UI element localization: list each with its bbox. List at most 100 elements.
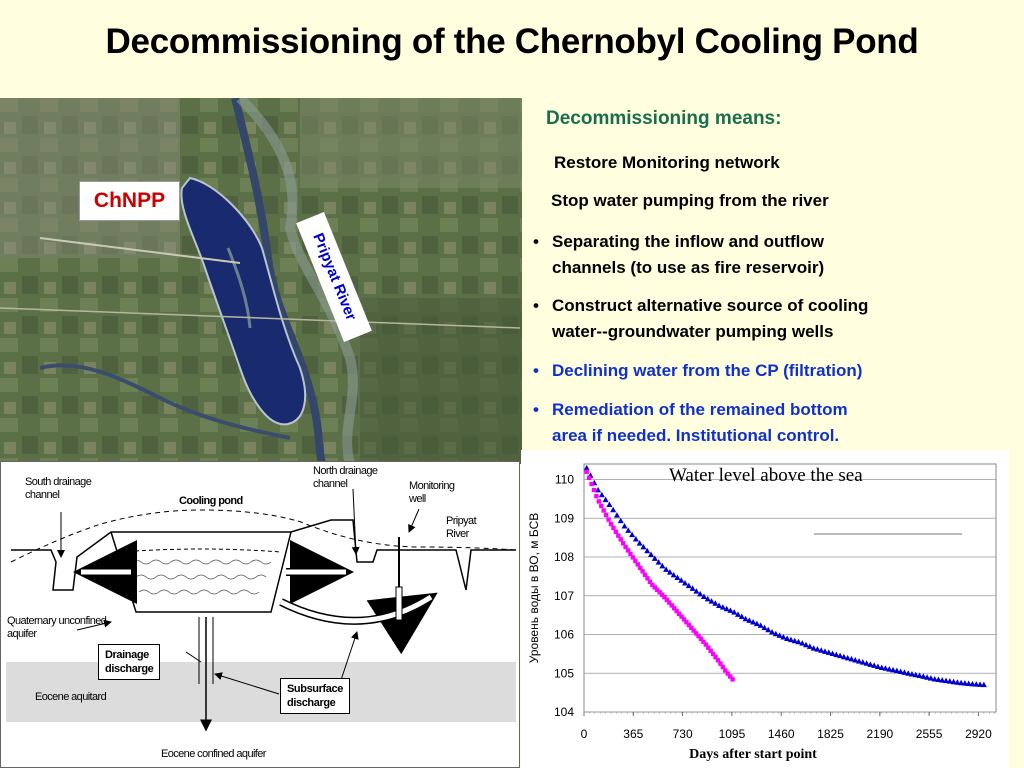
data-point-square [686,622,692,628]
means-item-declining: • Declining water from the CP (filtratio… [533,361,863,380]
data-point-triangle [852,656,859,663]
data-point-square [630,555,636,560]
data-point-square [657,590,662,595]
data-point-square [659,592,665,597]
quaternary-aquifer-label: Quaternary unconfined aquifer [7,615,107,640]
means-item-remediation: • Remediation of the remained bottom are… [533,400,848,445]
data-point-triangle [606,501,613,508]
data-point-triangle [893,667,900,674]
data-point-triangle [977,681,984,687]
data-point-triangle [931,675,938,682]
data-point-triangle [806,643,813,649]
data-point-square [611,525,616,531]
data-point-square [596,499,602,504]
data-point-triangle [924,674,931,680]
data-point-square [674,608,679,614]
data-point-triangle [821,648,828,654]
data-point-triangle [950,678,957,685]
x-tick-label: 2920 [965,727,992,741]
data-point-triangle [965,680,972,686]
data-point-triangle [871,662,878,668]
data-point-square [710,651,716,657]
eocene-confined-label: Eocene confined aquifer [161,748,266,760]
data-point-square [689,625,694,630]
data-point-triangle [961,680,968,686]
data-point-square [652,585,657,590]
data-point-triangle [716,602,723,608]
data-point-triangle [666,569,673,575]
data-point-triangle [958,679,965,686]
y-tick-label: 108 [554,550,574,564]
data-point-triangle [636,540,643,546]
data-point-triangle [946,678,953,684]
data-point-triangle [682,579,689,586]
north-drainage-label: North drainage channel [313,465,378,490]
data-point-square [603,512,609,518]
data-point-square [584,469,589,474]
data-point-triangle [655,559,662,565]
data-point-triangle [791,637,798,644]
means-item-separating: • Separating the inflow and outflow chan… [533,232,825,277]
data-point-triangle [844,654,851,661]
data-point-triangle [829,650,836,656]
data-point-triangle [840,653,847,660]
data-point-square [698,636,704,642]
data-point-square [669,603,675,608]
data-point-triangle [897,668,904,675]
data-point-triangle [901,669,908,675]
data-point-square [647,579,653,584]
data-point-square [730,677,735,682]
data-point-triangle [644,547,651,554]
means-item-stop-pumping: Stop water pumping from the river [551,191,829,210]
satellite-photo [0,98,522,464]
data-point-triangle [837,652,844,659]
page-title: Decommissioning of the Chernobyl Cooling… [105,22,919,61]
data-point-square [645,576,650,581]
y-tick-label: 104 [554,705,574,719]
data-point-triangle [685,582,692,589]
data-point-square [679,614,684,619]
data-point-square [650,582,655,588]
data-point-square [725,671,730,676]
data-point-square [713,654,718,660]
x-tick-label: 1095 [719,727,746,741]
data-point-square [589,481,594,487]
data-point-triangle [734,611,741,617]
y-tick-label: 110 [555,473,574,487]
data-point-square [715,658,721,663]
data-point-triangle [708,598,715,604]
data-point-triangle [742,615,749,622]
data-point-square [616,533,621,538]
data-point-triangle [640,543,647,550]
data-point-triangle [799,640,806,646]
data-point-square [727,674,733,679]
data-point-triangle [769,628,776,635]
x-axis-label: Days after start point [689,747,817,762]
data-point-triangle [757,622,764,628]
data-point-triangle [886,666,893,672]
data-point-triangle [954,679,961,685]
data-point-square [625,548,631,553]
data-point-triangle [670,571,677,578]
data-point-triangle [700,593,707,600]
data-point-triangle [927,675,934,681]
data-point-triangle [689,585,696,591]
data-point-triangle [610,506,617,513]
plot-area [583,463,997,713]
data-point-square [684,619,689,625]
means-item-monitoring: Restore Monitoring network [554,153,780,172]
data-point-triangle [613,512,620,518]
south-drainage-label: South drainage channel [25,476,92,501]
data-point-triangle [659,562,666,569]
data-point-square [637,565,643,571]
x-tick-label: 2555 [916,727,943,741]
data-point-triangle [583,464,590,471]
data-point-triangle [856,658,863,664]
y-tick-label: 109 [554,511,574,525]
data-point-triangle [629,531,636,538]
data-point-triangle [795,638,802,645]
data-point-square [606,517,611,522]
data-point-triangle [825,649,832,655]
data-point-triangle [784,635,791,642]
data-point-triangle [727,607,734,613]
